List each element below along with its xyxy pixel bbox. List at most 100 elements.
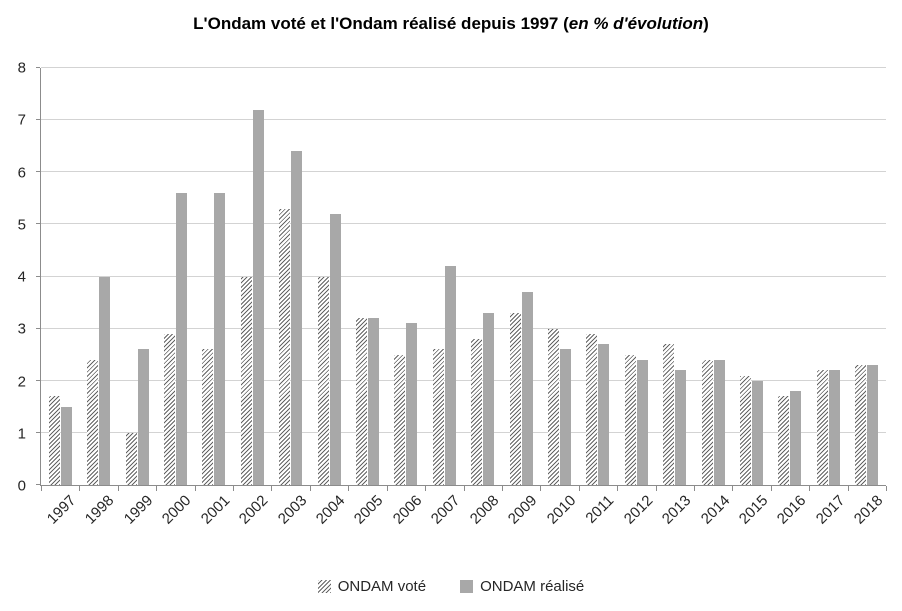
x-cell: 2007 <box>425 488 464 550</box>
y-tick-mark <box>36 171 40 173</box>
x-cell: 2006 <box>386 488 426 550</box>
x-tick-label: 2010 <box>543 492 580 528</box>
x-cell: 2002 <box>232 488 272 550</box>
bar-vote <box>317 276 329 485</box>
bar-realise <box>137 349 149 485</box>
x-tick-mark <box>770 486 772 491</box>
bar-group <box>656 68 694 485</box>
bar-realise <box>521 292 533 485</box>
bar-realise <box>483 313 495 485</box>
x-tick-mark <box>847 486 849 491</box>
x-tick-mark <box>732 486 734 491</box>
x-tick-label: 2000 <box>158 492 195 528</box>
x-tick-label: 1998 <box>82 492 118 528</box>
x-tick-mark <box>41 486 42 491</box>
x-tick-mark <box>386 486 388 491</box>
x-tick-mark <box>156 486 158 491</box>
bar-vote <box>816 370 828 485</box>
x-cell: 2005 <box>348 488 387 550</box>
x-tick-mark <box>540 486 542 491</box>
plot-area <box>36 67 887 491</box>
x-axis: 1997 1998 1999 2000 2001 2002 2003 2004 2005 2006… <box>40 488 887 550</box>
x-tick-label: 2018 <box>851 492 887 528</box>
bar-group <box>732 68 770 485</box>
x-tick-mark <box>425 486 427 491</box>
bar-group <box>348 68 386 485</box>
x-tick-mark <box>886 486 887 491</box>
gridline <box>41 327 886 329</box>
gridline <box>41 119 886 121</box>
x-cell: 2014 <box>694 488 733 550</box>
gridline <box>41 223 886 225</box>
y-tick-label: 5 <box>17 216 26 234</box>
gridline <box>41 67 886 68</box>
bar-group <box>425 68 463 485</box>
gridline <box>41 379 886 381</box>
bar-vote <box>432 349 444 485</box>
x-tick-mark <box>501 486 503 491</box>
bar-group <box>848 68 886 485</box>
x-cell: 2016 <box>771 488 810 550</box>
bar-realise <box>60 406 72 485</box>
bar-vote <box>701 359 713 485</box>
bar-realise <box>291 151 303 485</box>
bar-vote <box>87 359 99 485</box>
bar-realise <box>636 359 648 485</box>
bar-vote <box>202 349 214 485</box>
bar-realise <box>367 318 379 485</box>
x-tick-mark <box>809 486 811 491</box>
x-cell: 2010 <box>540 488 580 550</box>
bar-vote <box>740 375 752 485</box>
bar-realise <box>867 365 879 485</box>
bar-group <box>41 68 79 485</box>
x-tick-label: 2011 <box>582 492 618 527</box>
x-tick-mark <box>233 486 235 491</box>
x-tick-mark <box>117 486 119 491</box>
x-tick-label: 2001 <box>197 492 234 528</box>
x-cell: 2017 <box>809 488 849 550</box>
y-tick-mark <box>36 379 40 381</box>
bar-realise <box>252 109 264 485</box>
y-tick-label: 8 <box>17 59 26 77</box>
x-tick-mark <box>578 486 580 491</box>
x-tick-label: 2006 <box>389 492 426 528</box>
x-tick-label: 1999 <box>120 492 157 528</box>
y-axis: 0 1 2 3 4 5 6 7 8 <box>0 60 34 495</box>
bar-realise <box>559 349 571 485</box>
x-cell: 1999 <box>117 488 157 550</box>
chart-title-suffix: ) <box>703 14 709 33</box>
bars <box>41 68 886 485</box>
x-tick-mark <box>309 486 311 491</box>
bar-group <box>617 68 655 485</box>
bar-group <box>233 68 271 485</box>
x-tick-label: 1997 <box>43 492 80 528</box>
y-tick-label: 4 <box>17 268 26 286</box>
bar-group <box>195 68 233 485</box>
y-tick-mark <box>36 67 40 68</box>
x-cell: 2003 <box>271 488 310 550</box>
legend-label-realise: ONDAM réalisé <box>480 578 585 595</box>
x-cell: 2011 <box>578 488 618 550</box>
bar-group <box>79 68 117 485</box>
y-tick-label: 1 <box>17 425 26 443</box>
bar-vote <box>855 365 867 485</box>
y-tick-label: 0 <box>17 477 26 495</box>
bar-group <box>463 68 501 485</box>
bar-realise <box>713 359 725 485</box>
y-tick-mark <box>36 275 40 277</box>
y-tick-label: 7 <box>17 111 26 129</box>
x-tick-mark <box>655 486 657 491</box>
x-tick-label: 2015 <box>735 492 772 528</box>
x-cell: 2008 <box>463 488 503 550</box>
x-tick-label: 2007 <box>428 492 464 528</box>
legend-item-realise: ONDAM réalisé <box>460 578 584 595</box>
x-tick-label: 2002 <box>235 492 272 528</box>
x-cell: 1997 <box>40 488 80 550</box>
bar-vote <box>394 354 406 485</box>
bar-realise <box>329 213 341 485</box>
bar-vote <box>547 328 559 485</box>
gridline <box>41 431 886 433</box>
y-tick-mark <box>36 223 40 225</box>
x-tick-label: 2004 <box>312 492 349 528</box>
